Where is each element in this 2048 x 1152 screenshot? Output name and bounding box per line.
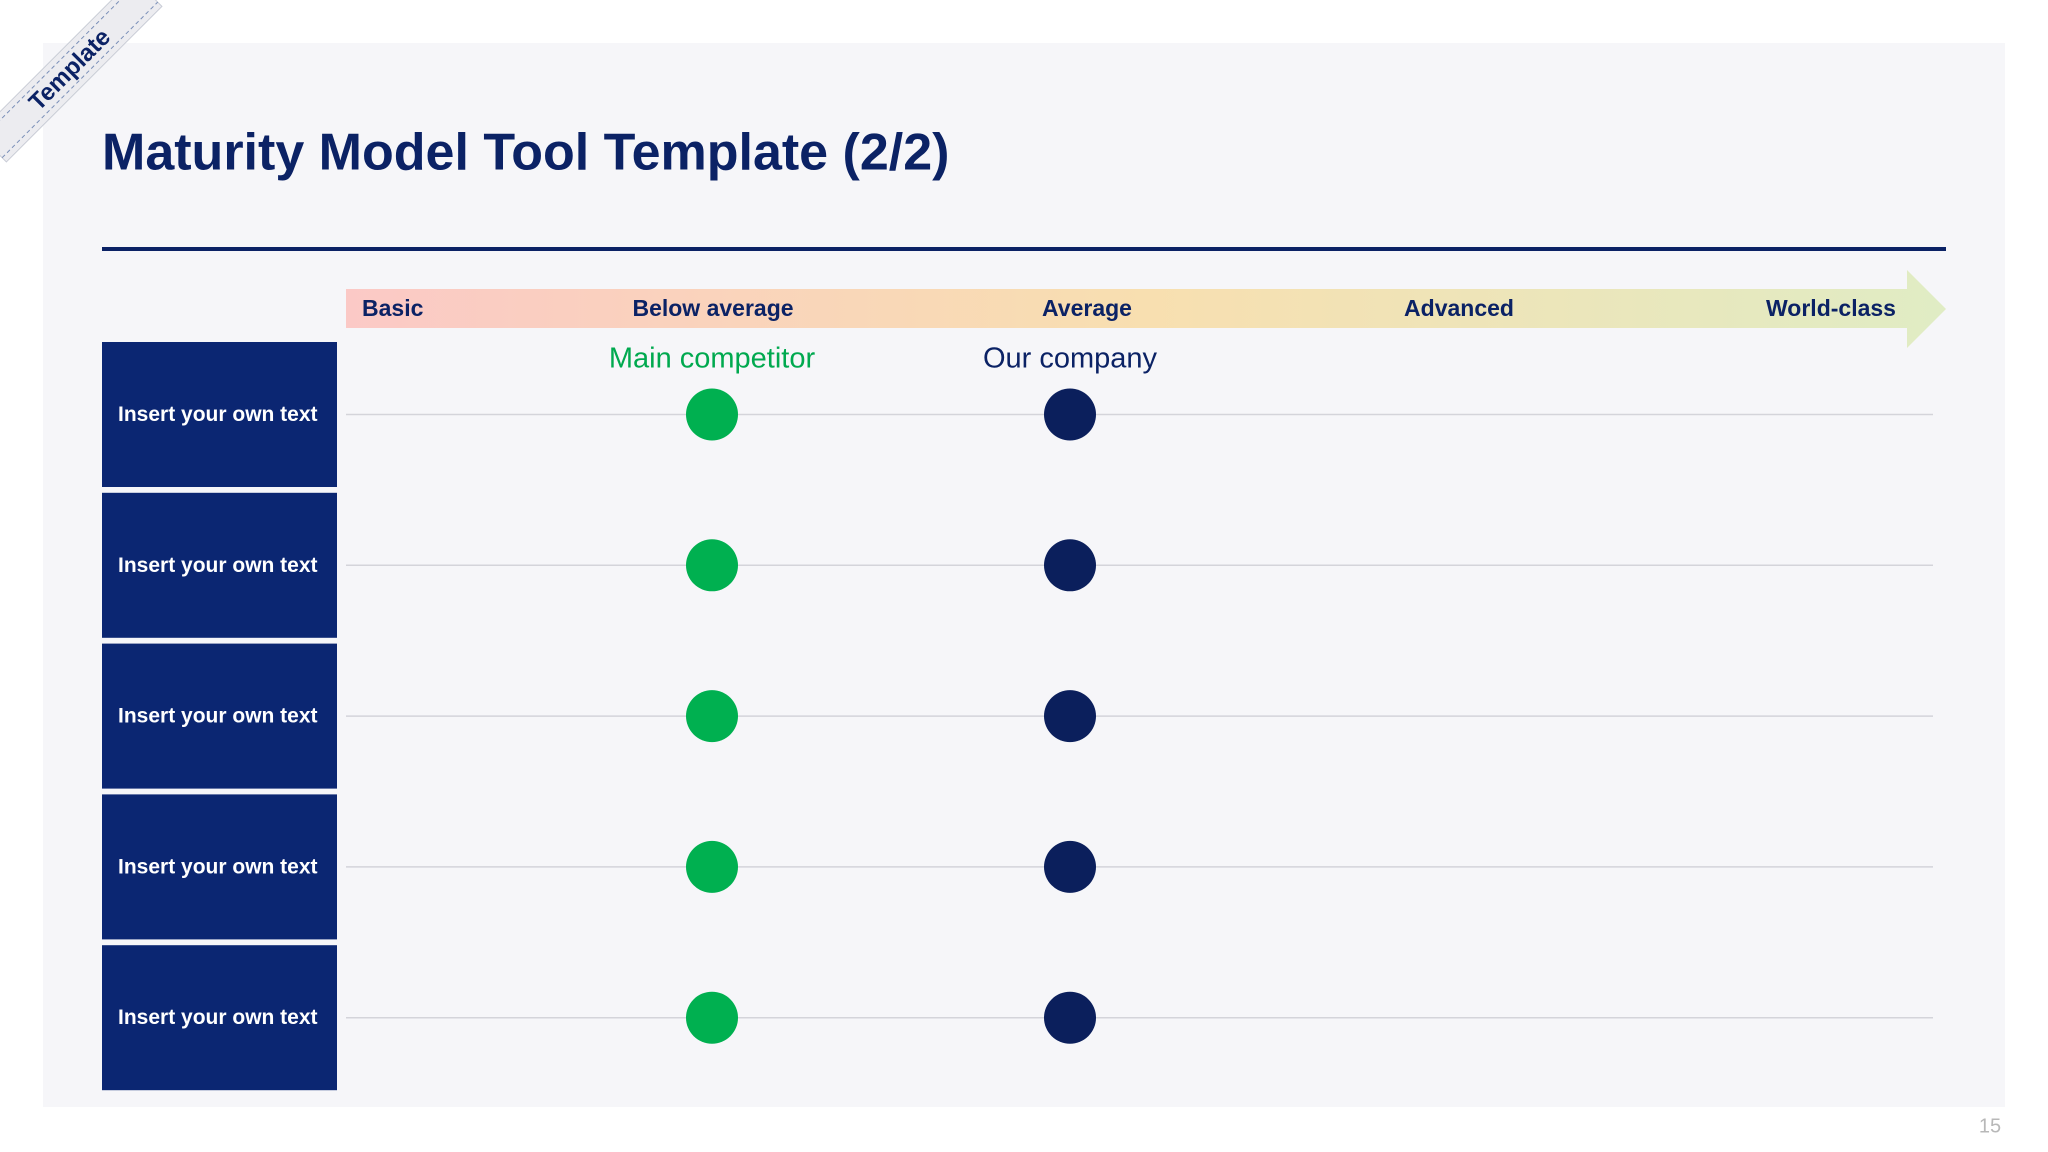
rows: Insert your own text Insert your own text…	[102, 342, 1933, 1091]
title-rule	[102, 247, 1946, 251]
row-label-box	[102, 342, 337, 487]
page-number: 15	[1979, 1115, 2001, 1137]
row-label: Insert your own text	[118, 554, 318, 577]
company-dot	[1044, 388, 1096, 441]
row-label-box	[102, 945, 337, 1091]
legend-company: Our company	[983, 343, 1158, 375]
row-label: Insert your own text	[118, 403, 318, 426]
company-dot	[1044, 991, 1096, 1044]
row-label-box	[102, 492, 337, 638]
competitor-dot	[686, 991, 738, 1044]
row-label: Insert your own text	[118, 1006, 318, 1029]
legend-competitor: Main competitor	[609, 343, 816, 375]
slide-title: Maturity Model Tool Template (2/2)	[102, 124, 949, 182]
level-label: World-class	[1766, 295, 1896, 321]
slide-panel	[43, 43, 2005, 1107]
company-dot	[1044, 539, 1096, 592]
competitor-dot	[686, 539, 738, 592]
row-label: Insert your own text	[118, 855, 318, 878]
row-label-box	[102, 643, 337, 789]
level-label: Advanced	[1404, 295, 1514, 321]
competitor-dot	[686, 840, 738, 893]
row-label: Insert your own text	[118, 705, 318, 728]
ribbon-stitch	[0, 0, 139, 139]
level-label: Average	[1042, 295, 1132, 321]
level-label: Below average	[632, 295, 793, 321]
company-dot	[1044, 690, 1096, 743]
row-label-box	[102, 794, 337, 940]
company-dot	[1044, 840, 1096, 893]
level-label: Basic	[362, 295, 424, 321]
competitor-dot	[686, 690, 738, 743]
competitor-dot	[686, 388, 738, 441]
maturity-arrow	[346, 270, 1946, 348]
ribbon-stitch	[1, 1, 159, 159]
ribbon-band	[0, 0, 163, 163]
